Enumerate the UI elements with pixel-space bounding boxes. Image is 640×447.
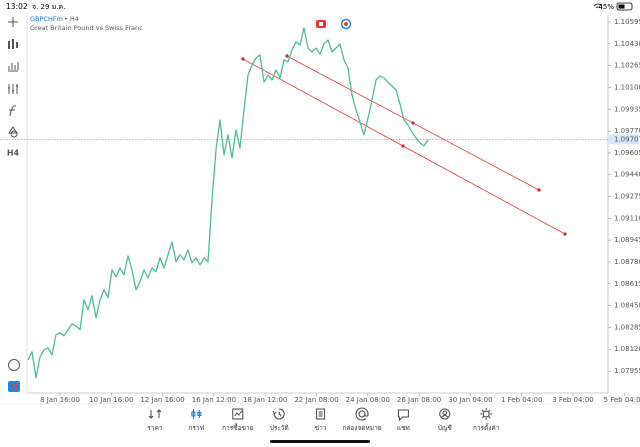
y-tick-label: 1.09110 — [614, 214, 640, 222]
x-tick-label: 18 Jan 12:00 — [243, 396, 287, 404]
anchor[interactable] — [241, 57, 245, 61]
nav-icon[interactable] — [148, 409, 162, 419]
nav-icon[interactable] — [397, 409, 409, 422]
y-tick-label: 1.09935 — [614, 105, 640, 113]
status-date: จ. 29 ม.ค. — [32, 3, 65, 11]
x-tick-label: 24 Jan 08:00 — [346, 396, 390, 404]
buy-icon — [344, 22, 348, 26]
nav-icon[interactable] — [316, 408, 326, 420]
home-indicator — [270, 440, 370, 443]
y-tick-label: 1.08120 — [614, 345, 640, 353]
nav-label[interactable]: การตั้งค่า — [473, 423, 500, 432]
y-tick-label: 1.10595 — [614, 18, 640, 26]
symbol-description: Great Britain Pound vs Swiss Franc — [30, 24, 143, 32]
anchor[interactable] — [537, 188, 541, 192]
y-tick-label: 1.08450 — [614, 302, 640, 310]
nav-label[interactable]: การซื้อขาย — [222, 423, 253, 432]
y-tick-label: 1.08780 — [614, 258, 640, 266]
anchor[interactable] — [411, 121, 415, 125]
nav-icon[interactable] — [191, 409, 202, 419]
wifi-icon — [593, 3, 603, 9]
nav-label[interactable]: ราคา — [147, 424, 162, 432]
x-tick-label: 26 Jan 08:00 — [397, 396, 441, 404]
one-click-glyph — [10, 382, 18, 391]
anchor[interactable] — [563, 232, 567, 236]
toolbar — [8, 17, 19, 138]
battery-icon — [616, 2, 633, 11]
battery-level: 45% — [598, 3, 614, 11]
x-tick-label: 8 Jan 16:00 — [40, 396, 80, 404]
nav-label[interactable]: แชท — [397, 424, 410, 432]
battery-fill — [618, 4, 625, 9]
last-price-box — [609, 134, 639, 145]
timeframe: • H4 — [64, 15, 79, 23]
x-tick-label: 16 Jan 12:00 — [192, 396, 236, 404]
nav-label[interactable]: ข่าว — [315, 424, 327, 432]
speedometer-icon[interactable] — [8, 359, 20, 371]
x-tick-label: 22 Jan 08:00 — [294, 396, 338, 404]
nav-label[interactable]: กล่องจดหมาย — [342, 424, 381, 432]
y-tick-label: 1.09440 — [614, 171, 640, 179]
last-price-label: 1.09707 — [614, 135, 640, 143]
nav-icon[interactable] — [232, 408, 244, 420]
symbol[interactable]: GBPCHFm — [30, 15, 63, 23]
y-tick-label: 1.09770 — [614, 127, 640, 135]
volume-tool[interactable] — [8, 62, 19, 72]
chart-type-tool[interactable] — [8, 39, 18, 49]
price-line — [27, 27, 429, 379]
y-tick-label: 1.09605 — [614, 149, 640, 157]
nav-icon[interactable] — [272, 408, 285, 420]
nav-label[interactable]: บัญชี — [438, 424, 453, 432]
period-button[interactable]: H4 — [7, 149, 20, 158]
anchor[interactable] — [285, 54, 289, 58]
nav-icon[interactable] — [439, 408, 451, 420]
y-tick-label: 1.10265 — [614, 62, 640, 70]
y-tick-label: 1.08615 — [614, 280, 640, 288]
indicators-tool[interactable] — [8, 84, 18, 94]
y-tick-label: 1.07955 — [614, 367, 640, 375]
anchor[interactable] — [401, 144, 405, 148]
one-click-icon[interactable] — [8, 381, 20, 392]
status-time: 13:02 — [6, 2, 28, 11]
nav-label[interactable]: ประวัติ — [270, 424, 289, 432]
y-tick-label: 1.08285 — [614, 323, 640, 331]
sell-icon — [319, 22, 323, 26]
crosshair-tool[interactable] — [8, 17, 18, 27]
nav-icons — [148, 407, 493, 422]
nav-icon[interactable] — [480, 408, 493, 420]
x-tick-label: 12 Jan 16:00 — [140, 396, 184, 404]
y-tick-label: 1.08945 — [614, 236, 640, 244]
x-tick-label: 1 Feb 04:00 — [501, 396, 542, 404]
x-tick-label: 30 Jan 04:00 — [448, 396, 492, 404]
function-tool[interactable] — [9, 105, 17, 117]
y-tick-label: 1.10430 — [614, 40, 640, 48]
y-tick-label: 1.10100 — [614, 83, 640, 91]
nav-label[interactable]: กราฟ — [189, 424, 205, 432]
objects-tool[interactable] — [8, 126, 18, 138]
nav-icon[interactable] — [355, 407, 369, 421]
x-tick-label: 5 Feb 04:00 — [604, 396, 640, 404]
y-tick-label: 1.09275 — [614, 193, 640, 201]
x-tick-label: 3 Feb 04:00 — [552, 396, 593, 404]
x-tick-label: 10 Jan 16:00 — [89, 396, 133, 404]
channel-tool[interactable] — [241, 54, 567, 236]
buy-button[interactable] — [340, 18, 352, 30]
